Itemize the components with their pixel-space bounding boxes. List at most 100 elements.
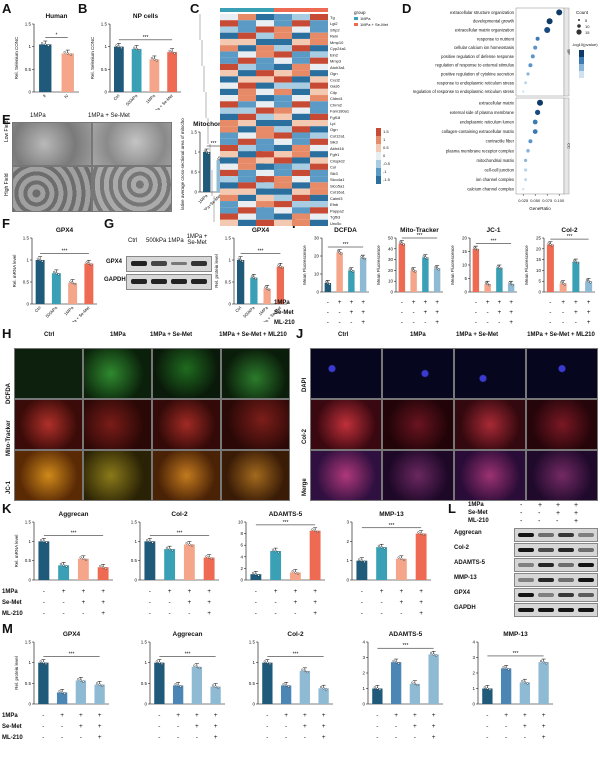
y-tick-label: 6 [240,543,243,548]
condition-sign: - [285,723,287,730]
data-point [502,666,505,669]
condition-sign: + [435,309,439,316]
jc1-image-3 [152,450,221,501]
jc1-image-4 [221,450,290,501]
data-point [576,261,579,265]
scale-swatch [376,160,381,168]
go-dot [524,178,527,182]
condition-sign: - [158,734,160,741]
chart-title: MMP-13 [379,511,404,518]
gene-label: Sfrp2 [330,27,340,32]
bar [276,266,285,304]
bar [131,48,142,92]
data-point [174,683,177,686]
condition-sign: + [81,588,85,595]
plot-frame [515,97,565,195]
data-point [416,683,419,687]
panel-label-g: G [104,216,115,231]
colorbar-swatch [579,57,584,64]
data-point [203,149,206,152]
heatmap-cell [310,38,328,46]
heatmap-cell [310,207,328,214]
data-point [281,266,284,269]
scale-label: 1.5 [383,129,389,134]
condition-sign: - [575,319,577,326]
l-band [578,533,594,537]
condition-sign: - [177,723,179,730]
condition-sign: + [432,712,436,719]
condition-sign: - [401,299,403,306]
dcfda-image-3 [152,348,221,399]
condition-sign: + [195,712,199,719]
data-point [63,51,66,54]
heatmap-cell [220,182,238,189]
y-tick-label: 0.5 [249,681,256,686]
heatmap-cell [310,88,328,96]
col2-image-4 [526,399,598,450]
chart-m2: Aggrecan 0 0.5 1 1.5 *** [128,628,228,708]
x-tick-label: II [42,93,47,98]
heatmap-cell [274,63,292,71]
l-condition-sign: - [556,518,559,525]
legend-title: group [354,10,366,15]
data-point [36,257,39,260]
y-tick-label: 0.5 [141,681,148,686]
scale-swatch [376,152,381,160]
data-point [241,260,244,263]
cond-table-i: 1MPa - + + + - + + + - + + + - + + + Se-Met - - + + - - + + - - + + - -… [272,296,598,326]
data-point [137,49,141,52]
sig-label: *** [143,35,149,41]
y-tick-label: 1.5 [25,520,32,525]
l-condition-sign: - [520,502,523,509]
condition-sign: + [79,723,83,730]
blot-label-gapdh: GAPDH [104,277,126,283]
y-tick-label: 20 [314,254,320,259]
dotplot-d: extracellular structure organization deve… [404,6,600,218]
data-point [589,281,592,284]
go-dot [522,90,525,93]
bar [97,567,109,580]
condition-sign: + [399,599,403,606]
go-dot [546,18,553,25]
heatmap-cell [292,63,310,71]
panel-label-d: D [402,1,412,16]
heatmap-cell [274,132,292,139]
data-point [69,53,72,56]
heatmap-cell [310,51,328,58]
data-point [268,662,272,665]
condition-sign: - [413,319,415,326]
condition-sign: + [81,599,85,606]
blot-label-gpx4: GPX4 [106,259,123,265]
chart-svg: DCFDA Mean Fluorescence 0 10 20 30 *** [302,227,369,295]
condition-sign: - [255,588,257,595]
chart-svg: NP cells Rel. Selenium CONC 0 0.5 1 1.5 Ctrl 50… [90,13,181,117]
data-point [65,565,68,568]
heatmap-cell [256,213,274,220]
go-term-label: developmental growth [473,19,515,24]
l-condition-sign: + [574,518,579,525]
data-point [277,264,280,267]
gene-label: Sik3 [330,171,339,176]
data-point [486,687,489,690]
bar [372,688,383,704]
j-header-1: Ctrl [338,332,349,338]
chart-b: NP cells Rel. Selenium CONC 0 0.5 1 1.5 Ctrl 50… [88,10,184,117]
l-condition-sign: + [574,510,579,517]
data-point [411,681,414,684]
gene-label: Tg [330,15,335,20]
condition-sign: - [487,319,489,326]
bar [191,666,203,704]
heatmap-cell [238,88,256,96]
condition-sign: - [475,309,477,316]
j-row-col2: Col-2 [302,429,308,444]
y-tick-label: 0 [240,578,243,583]
condition-sign: - [80,734,82,741]
cond-table-m: 1MPa - + + + - + + + - + + + - + + + - + + + Se-Met - - + + - - + + - -… [0,708,560,752]
data-point [350,269,353,272]
chart-svg: Col-2 0 0.5 1 1.5 *** [131,511,219,583]
go-term-label: collagen-containing extracellular matrix [442,129,515,134]
heatmap-cell [274,138,292,145]
condition-sign: + [419,599,423,606]
chart-svg: ADAMTS-5 0 2 4 6 8 10 *** [238,511,325,583]
y-tick-label: 2 [346,539,349,544]
